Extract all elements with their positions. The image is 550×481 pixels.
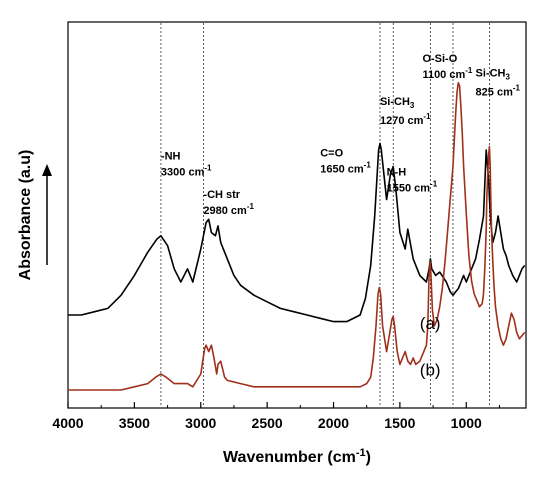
- x-tick-label: 2500: [252, 415, 283, 431]
- series-line: [68, 82, 526, 391]
- series-tag: (b): [420, 361, 441, 380]
- x-tick-label: 2000: [318, 415, 349, 431]
- peak-annotation: O-Si-O 1100 cm-1: [422, 53, 472, 81]
- x-axis-ticks: 4000 3500 3000 2500 2000 1500 1000: [52, 402, 500, 431]
- x-axis-title: Wavenumber (cm-1): [223, 447, 371, 466]
- peak-annotation: N-H 1550 cm-1: [387, 167, 438, 195]
- x-tick-label: 3000: [185, 415, 216, 431]
- series-labels: (a) (b): [420, 314, 441, 379]
- peak-annotation: -CH str 2980 cm-1: [203, 189, 254, 217]
- x-tick-label: 4000: [52, 415, 83, 431]
- x-tick-label: 1000: [451, 415, 482, 431]
- reference-lines: [160, 23, 490, 407]
- peak-annotation: Si-CH3 825 cm-1: [476, 67, 521, 98]
- series-layer: [68, 82, 526, 391]
- y-axis-title: Absorbance (a.u): [17, 150, 34, 281]
- peak-annotation: Si-CH3 1270 cm-1: [380, 96, 431, 127]
- annotations: -NH 3300 cm-1 -CH str 2980 cm-1 C=O 1650 cm-1…: [161, 53, 521, 217]
- series-tag: (a): [420, 314, 441, 333]
- x-tick-label: 1500: [384, 415, 415, 431]
- y-axis-arrow: [42, 164, 52, 265]
- peak-annotation: -NH 3300 cm-1: [161, 151, 212, 179]
- x-tick-label: 3500: [119, 415, 150, 431]
- peak-annotation: C=O 1650 cm-1: [320, 147, 371, 175]
